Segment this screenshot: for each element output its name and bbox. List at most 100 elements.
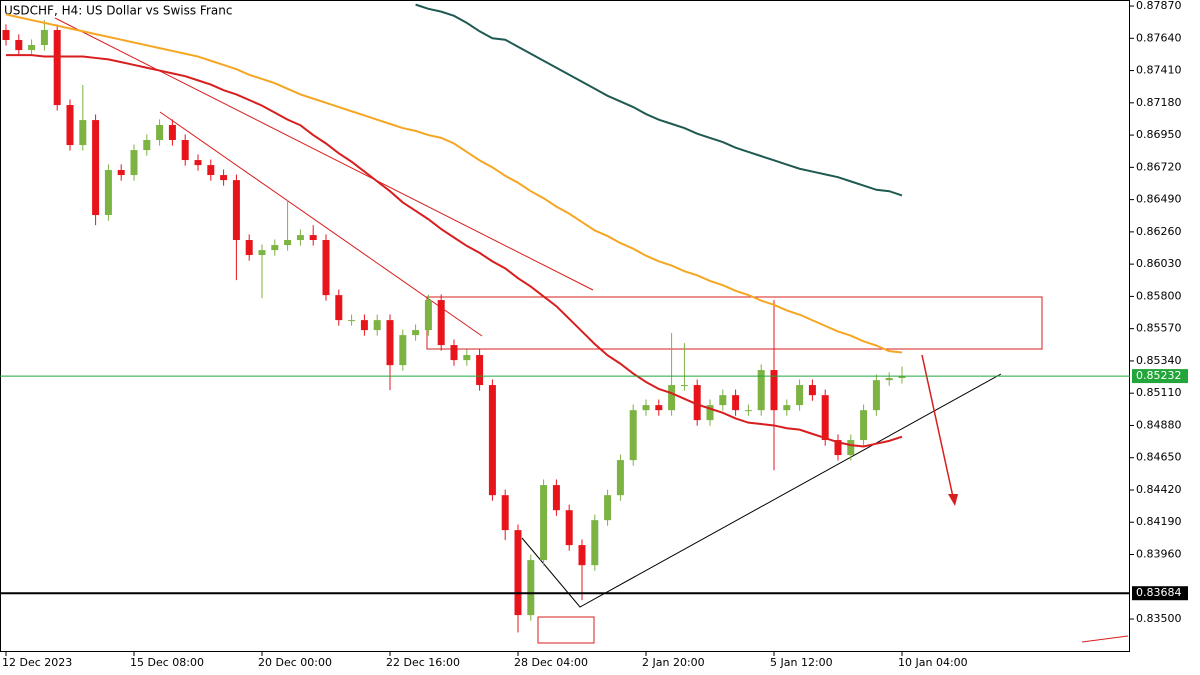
candle-body	[156, 124, 164, 140]
candle-body	[437, 300, 445, 346]
x-tick-label: 12 Dec 2023	[2, 656, 72, 669]
candle-body	[719, 395, 727, 406]
candle-body	[770, 370, 778, 411]
candle-body	[744, 410, 752, 412]
candle-body	[15, 39, 23, 51]
candle-body	[360, 320, 368, 331]
candle-body	[655, 405, 663, 411]
candle-body	[53, 30, 61, 106]
y-tick-label: 0.87410	[1136, 64, 1182, 77]
candle-body	[527, 560, 535, 616]
price-label-box	[1132, 586, 1188, 601]
candle-body	[514, 530, 522, 616]
y-tick-label: 0.84190	[1136, 515, 1182, 528]
price-label: 0.85232	[1136, 369, 1182, 382]
candle-body	[808, 385, 816, 396]
candle-body	[565, 510, 573, 546]
y-tick-label: 0.87180	[1136, 96, 1182, 109]
candle-body	[373, 320, 381, 331]
y-tick-label: 0.85800	[1136, 289, 1182, 302]
candle-body	[271, 245, 279, 251]
y-tick-label: 0.87870	[1136, 0, 1182, 12]
candle-body	[399, 335, 407, 366]
y-tick-label: 0.86030	[1136, 257, 1182, 270]
price-label-box	[1132, 369, 1188, 384]
candle-body	[296, 235, 304, 241]
candle-body	[757, 370, 765, 411]
candle-body	[552, 485, 560, 511]
y-tick-label: 0.85570	[1136, 322, 1182, 335]
candle-body	[629, 410, 637, 461]
x-tick-label: 2 Jan 20:00	[642, 656, 705, 669]
candle-body	[258, 250, 266, 256]
candle-body	[668, 385, 676, 411]
candle-body	[885, 378, 893, 381]
candle-body	[476, 355, 484, 386]
support-trendline	[521, 373, 1002, 608]
candle-body	[540, 485, 548, 561]
y-tick-label: 0.83960	[1136, 548, 1182, 561]
candle-body	[604, 495, 612, 521]
y-tick-label: 0.84880	[1136, 418, 1182, 431]
y-tick-label: 0.87640	[1136, 31, 1182, 44]
candle-body	[872, 380, 880, 411]
candle-body	[104, 170, 112, 216]
candle-body	[821, 395, 829, 441]
x-tick-label: 5 Jan 12:00	[770, 656, 833, 669]
candle-body	[450, 345, 458, 361]
candle-body	[92, 120, 100, 216]
y-tick-label: 0.86950	[1136, 128, 1182, 141]
candle-body	[488, 385, 496, 496]
candle-body	[796, 385, 804, 406]
candle-body	[616, 460, 624, 496]
candle-body	[501, 495, 509, 531]
chart-title: USDCHF, H4: US Dollar vs Swiss Franc	[4, 4, 232, 18]
candle-body	[834, 440, 842, 456]
candle-body	[40, 30, 48, 46]
candle-body	[168, 124, 176, 140]
candle-body	[232, 180, 240, 241]
candle-body	[578, 545, 586, 566]
arrow-head	[948, 494, 958, 506]
y-tick-label: 0.86720	[1136, 160, 1182, 173]
x-tick-label: 10 Jan 04:00	[898, 656, 968, 669]
y-tick-label: 0.85110	[1136, 386, 1182, 399]
candle-body	[642, 405, 650, 411]
candle-body	[348, 320, 356, 322]
candle-body	[66, 105, 74, 146]
candle-body	[898, 376, 906, 379]
moving-average	[415, 3, 903, 197]
candle-body	[220, 175, 228, 181]
candle-body	[335, 295, 343, 321]
candle-body	[732, 395, 740, 411]
candle-body	[680, 385, 688, 387]
candle-body	[322, 240, 330, 296]
trendline	[54, 17, 594, 291]
candle-body	[194, 160, 202, 166]
trendline	[1081, 635, 1129, 643]
arrow	[921, 354, 954, 498]
candle-body	[847, 440, 855, 456]
x-tick-label: 15 Dec 08:00	[130, 656, 204, 669]
candle-body	[463, 355, 471, 361]
candle-body	[693, 385, 701, 421]
candle-body	[130, 150, 138, 176]
candle-body	[424, 300, 432, 331]
y-tick-label: 0.84650	[1136, 451, 1182, 464]
price-label: 0.83684	[1136, 586, 1182, 599]
candle-body	[2, 30, 10, 40]
candle-body	[860, 410, 868, 441]
y-tick-label: 0.85340	[1136, 354, 1182, 367]
candle-body	[706, 405, 714, 421]
candle-body	[284, 240, 292, 246]
candle-body	[386, 320, 394, 366]
plot-frame	[0, 0, 1130, 652]
candle-body	[207, 165, 215, 176]
x-tick-label: 20 Dec 00:00	[258, 656, 332, 669]
candle-body	[309, 235, 317, 241]
candle-body	[591, 520, 599, 566]
x-tick-label: 28 Dec 04:00	[514, 656, 588, 669]
candle-body	[117, 170, 125, 176]
candle-body	[28, 45, 36, 51]
y-tick-label: 0.84420	[1136, 483, 1182, 496]
